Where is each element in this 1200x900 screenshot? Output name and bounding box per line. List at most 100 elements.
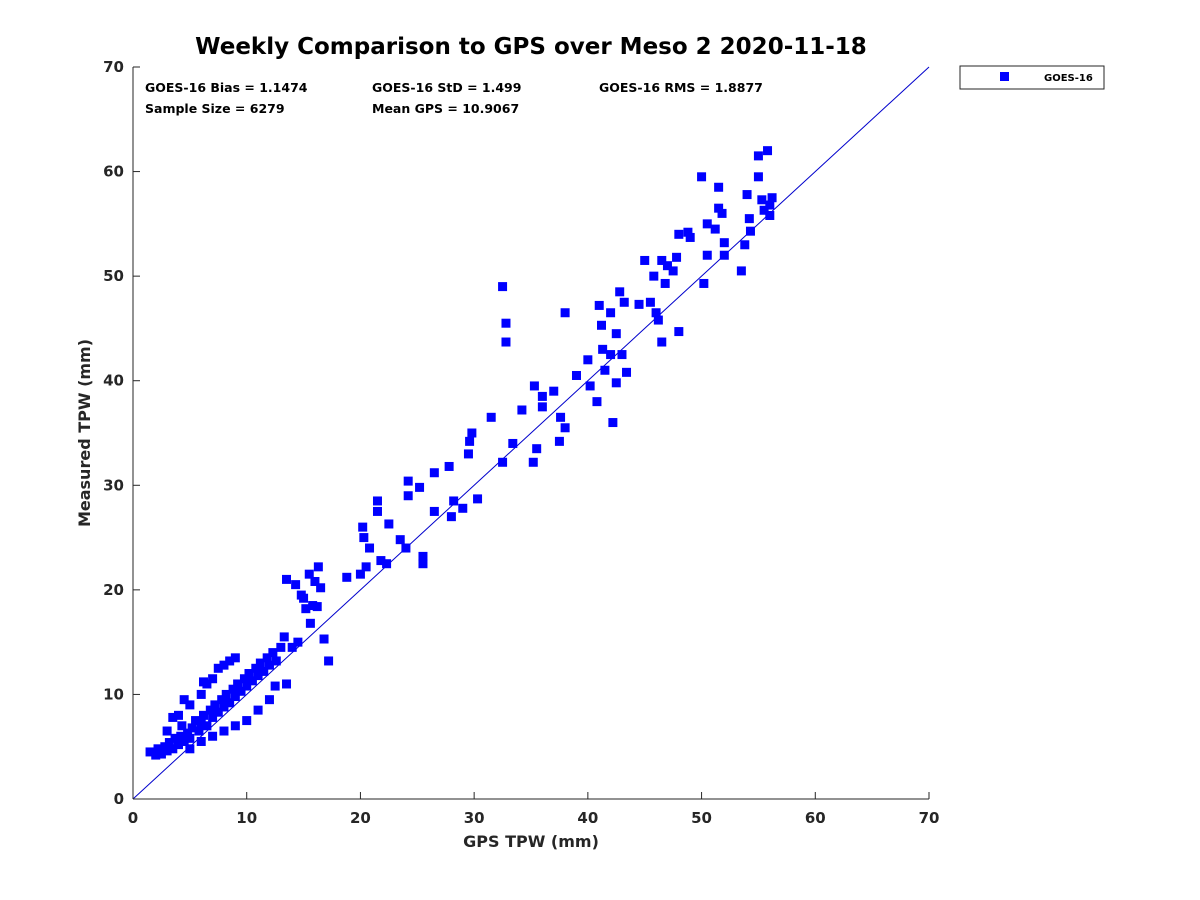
data-point — [210, 700, 220, 710]
data-point — [199, 710, 209, 720]
data-point — [418, 551, 428, 561]
data-point — [486, 412, 496, 422]
data-point — [763, 146, 773, 156]
data-point — [185, 733, 195, 743]
data-point — [517, 405, 527, 415]
data-point — [753, 172, 763, 182]
data-point — [710, 224, 720, 234]
data-point — [660, 278, 670, 288]
data-point — [153, 744, 163, 754]
data-point — [228, 684, 238, 694]
data-point — [168, 712, 178, 722]
data-point — [651, 308, 661, 318]
data-point — [617, 350, 627, 360]
data-point — [162, 746, 172, 756]
x-tick-label: 30 — [464, 809, 485, 827]
data-point — [634, 299, 644, 309]
data-point — [560, 423, 570, 433]
data-point — [473, 494, 483, 504]
data-point — [537, 402, 547, 412]
data-point — [683, 227, 693, 237]
data-point — [179, 695, 189, 705]
data-point — [395, 535, 405, 545]
x-axis-label: GPS TPW (mm) — [463, 832, 599, 851]
data-point — [662, 261, 672, 271]
data-point — [219, 702, 229, 712]
y-tick-label: 60 — [103, 163, 124, 181]
data-point — [305, 618, 315, 628]
data-point — [365, 543, 375, 553]
data-point — [221, 689, 231, 699]
data-point — [640, 255, 650, 265]
data-point — [537, 391, 547, 401]
data-point — [446, 512, 456, 522]
data-point — [463, 449, 473, 459]
data-point — [253, 671, 263, 681]
data-point — [702, 250, 712, 260]
data-point — [719, 238, 729, 248]
data-point — [585, 381, 595, 391]
data-point — [355, 569, 365, 579]
x-tick-label: 0 — [128, 809, 138, 827]
data-point — [185, 700, 195, 710]
data-point — [657, 255, 667, 265]
y-tick-label: 10 — [103, 685, 124, 703]
data-point — [164, 738, 174, 748]
data-point — [194, 726, 204, 736]
data-point — [324, 656, 334, 666]
data-point — [415, 482, 425, 492]
data-point — [217, 695, 227, 705]
data-point — [674, 229, 684, 239]
data-point — [208, 674, 218, 684]
data-point — [242, 681, 252, 691]
data-point — [403, 476, 413, 486]
data-point — [179, 736, 189, 746]
data-point — [501, 337, 511, 347]
data-point — [702, 219, 712, 229]
stat-bias: GOES-16 Bias = 1.1474 — [145, 80, 308, 95]
data-point — [717, 208, 727, 218]
data-point — [255, 658, 265, 668]
plot-area: 0 10 20 30 40 50 60 70 0 10 20 30 40 50 60 70 — [103, 58, 939, 827]
data-point — [583, 355, 593, 365]
data-point — [600, 365, 610, 375]
data-point — [672, 252, 682, 262]
data-point — [177, 721, 187, 731]
data-point — [173, 740, 183, 750]
data-point — [753, 151, 763, 161]
data-point — [619, 297, 629, 307]
y-tick-label: 70 — [103, 58, 124, 76]
data-point — [556, 412, 566, 422]
data-point — [657, 337, 667, 347]
data-point — [508, 438, 518, 448]
data-point — [699, 278, 709, 288]
data-point — [304, 569, 314, 579]
x-tick-label: 20 — [350, 809, 371, 827]
data-point — [168, 744, 178, 754]
data-point — [606, 308, 616, 318]
data-point — [529, 381, 539, 391]
data-point — [151, 750, 161, 760]
data-point — [299, 593, 309, 603]
data-point — [162, 726, 172, 736]
data-point — [287, 642, 297, 652]
data-point — [233, 679, 243, 689]
data-point — [401, 543, 411, 553]
stat-mean-gps: Mean GPS = 10.9067 — [372, 101, 519, 116]
data-point — [316, 583, 326, 593]
data-point — [606, 350, 616, 360]
reference-line-1-to-1 — [132, 66, 930, 800]
data-point — [765, 210, 775, 220]
data-point — [170, 733, 180, 743]
data-point — [219, 660, 229, 670]
data-point — [301, 604, 311, 614]
data-point — [622, 367, 632, 377]
stat-sample-size: Sample Size = 6279 — [145, 101, 285, 116]
data-point — [291, 580, 301, 590]
data-point — [592, 397, 602, 407]
data-point — [560, 308, 570, 318]
data-point — [668, 266, 678, 276]
data-point — [759, 205, 769, 215]
x-tick-label: 10 — [236, 809, 257, 827]
